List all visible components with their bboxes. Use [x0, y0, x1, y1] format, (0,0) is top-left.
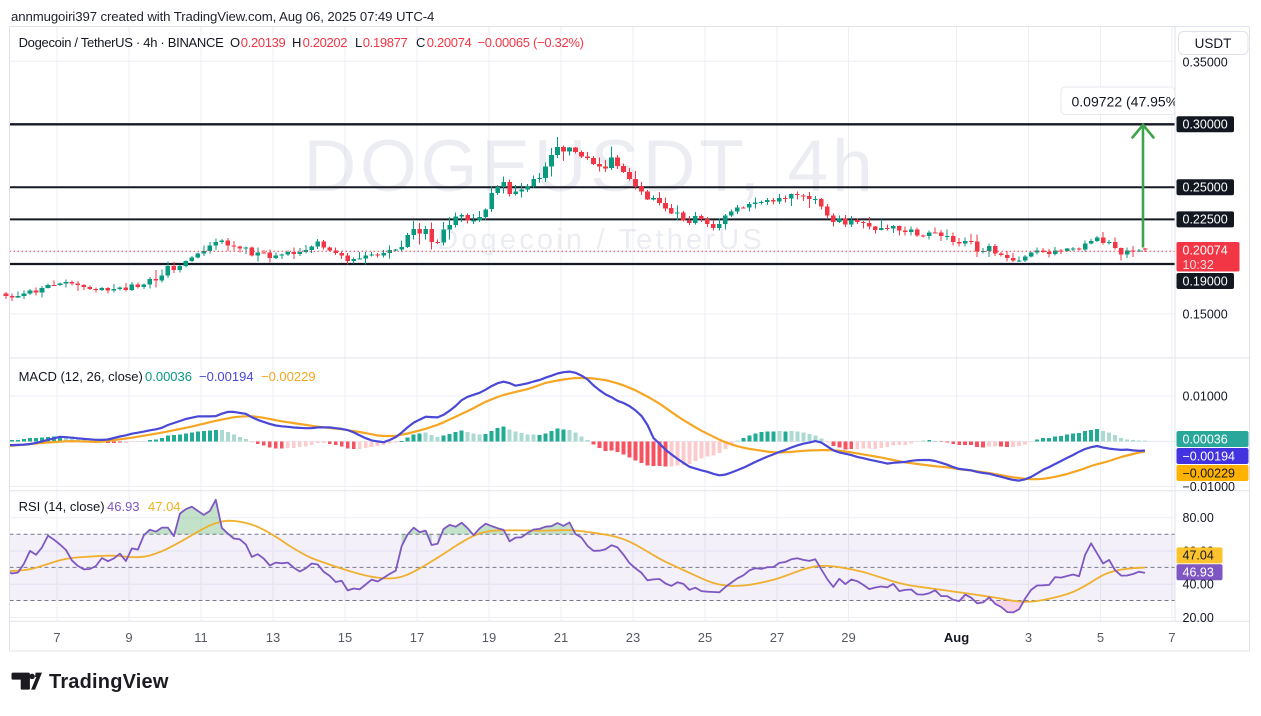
- svg-text:MACD (12, 26, close): MACD (12, 26, close): [19, 369, 143, 384]
- svg-text:annmugoiri397 created with Tra: annmugoiri397 created with TradingView.c…: [11, 9, 434, 24]
- svg-text:0.19000: 0.19000: [1183, 274, 1228, 288]
- svg-text:0.20202: 0.20202: [303, 35, 348, 50]
- svg-text:−0.00065 (−0.32%): −0.00065 (−0.32%): [478, 35, 584, 50]
- svg-text:0.01000: 0.01000: [1183, 389, 1228, 403]
- svg-text:3: 3: [1025, 630, 1032, 645]
- svg-text:0.20074: 0.20074: [1183, 244, 1228, 258]
- svg-text:5: 5: [1097, 630, 1104, 645]
- svg-text:47.04: 47.04: [148, 499, 181, 514]
- svg-text:21: 21: [554, 630, 568, 645]
- svg-text:−0.00194: −0.00194: [199, 369, 254, 384]
- svg-text:Dogecoin / TetherUS: Dogecoin / TetherUS: [437, 224, 765, 256]
- svg-text:7: 7: [53, 630, 60, 645]
- svg-text:11: 11: [194, 630, 208, 645]
- svg-text:20.00: 20.00: [1183, 611, 1214, 625]
- svg-text:0.00036: 0.00036: [1183, 432, 1228, 446]
- svg-text:H: H: [292, 35, 301, 50]
- svg-text:USDT: USDT: [1195, 36, 1232, 51]
- svg-text:0.00036: 0.00036: [145, 369, 192, 384]
- svg-text:40.00: 40.00: [1183, 578, 1214, 592]
- svg-text:0.35000: 0.35000: [1183, 55, 1228, 69]
- svg-text:−0.00229: −0.00229: [261, 369, 316, 384]
- svg-text:Dogecoin / TetherUS · 4h · BIN: Dogecoin / TetherUS · 4h · BINANCE: [19, 35, 225, 50]
- svg-text:−0.00229: −0.00229: [1183, 466, 1236, 480]
- svg-text:13: 13: [266, 630, 280, 645]
- svg-text:0.09722 (47.95%): 0.09722 (47.95%): [1072, 94, 1183, 110]
- svg-text:7: 7: [1168, 630, 1175, 645]
- svg-text:9: 9: [125, 630, 132, 645]
- svg-text:27: 27: [770, 630, 784, 645]
- svg-text:DOGEUSDT, 4h: DOGEUSDT, 4h: [304, 126, 877, 207]
- svg-text:0.22500: 0.22500: [1183, 213, 1228, 227]
- svg-text:−0.01000: −0.01000: [1183, 480, 1236, 494]
- svg-text:17: 17: [410, 630, 424, 645]
- svg-text:C: C: [416, 35, 425, 50]
- svg-text:L: L: [355, 35, 362, 50]
- svg-text:0.25000: 0.25000: [1183, 181, 1228, 195]
- svg-text:TradingView: TradingView: [49, 671, 169, 693]
- svg-text:0.15000: 0.15000: [1183, 307, 1228, 321]
- svg-text:0.20074: 0.20074: [427, 35, 472, 50]
- svg-text:25: 25: [698, 630, 712, 645]
- svg-text:46.93: 46.93: [1183, 566, 1214, 580]
- svg-text:10:32: 10:32: [1183, 258, 1214, 272]
- svg-text:0.30000: 0.30000: [1183, 118, 1228, 132]
- svg-text:−0.00194: −0.00194: [1183, 449, 1236, 463]
- svg-text:46.93: 46.93: [107, 499, 140, 514]
- svg-text:RSI (14, close): RSI (14, close): [19, 499, 105, 514]
- svg-text:23: 23: [626, 630, 640, 645]
- svg-text:19: 19: [482, 630, 496, 645]
- svg-text:80.00: 80.00: [1183, 511, 1214, 525]
- svg-text:0.19877: 0.19877: [363, 35, 408, 50]
- svg-text:15: 15: [338, 630, 352, 645]
- svg-text:47.04: 47.04: [1183, 549, 1214, 563]
- svg-text:O: O: [230, 35, 240, 50]
- svg-text:Aug: Aug: [944, 630, 969, 645]
- svg-text:0.20139: 0.20139: [241, 35, 286, 50]
- svg-text:29: 29: [841, 630, 855, 645]
